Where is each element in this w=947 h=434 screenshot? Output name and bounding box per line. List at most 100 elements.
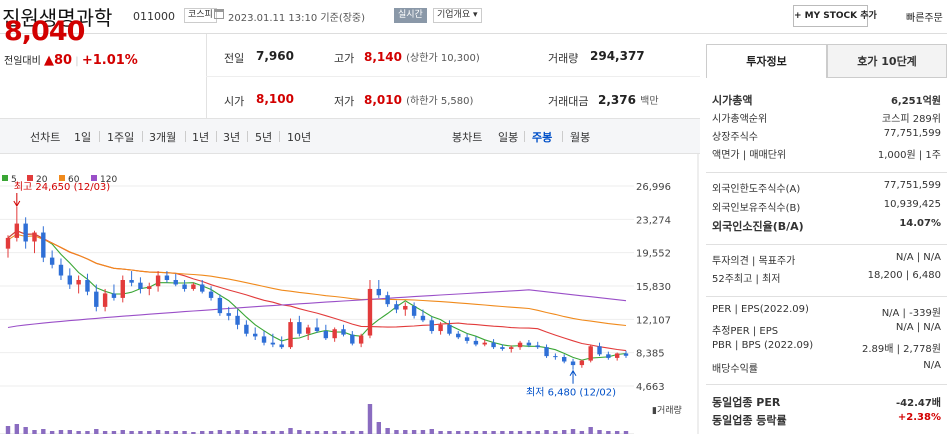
- info-value: -42.47배: [896, 398, 941, 409]
- period-10year[interactable]: 10년: [287, 131, 312, 144]
- volume-bar: [253, 431, 258, 434]
- volume-bar: [579, 431, 585, 434]
- volume-bar: [420, 430, 426, 434]
- info-row: 외국인한도주식수(A) 77,751,599: [712, 180, 947, 198]
- change-label: 전일대비: [4, 56, 41, 67]
- legend-swatch: [2, 175, 8, 181]
- y-tick-label: 8,385: [636, 349, 665, 360]
- tab-investment-info[interactable]: 투자정보: [706, 44, 827, 78]
- legend-label: 20: [36, 175, 48, 185]
- volume-bar: [208, 431, 214, 434]
- volume-bar: [164, 431, 170, 434]
- volume-bar: [191, 432, 196, 434]
- company-overview-dropdown[interactable]: 기업개요 ▾: [433, 8, 482, 23]
- info-value: 77,751,599: [883, 128, 941, 139]
- volume-bar: [438, 431, 443, 434]
- info-row: 외국인보유주식수(B) 10,939,425: [712, 199, 947, 217]
- period-daily[interactable]: 일봉: [498, 131, 519, 144]
- candle-body: [261, 336, 267, 343]
- volume-bar: [111, 431, 117, 434]
- volume-label: ▮거래량: [652, 404, 682, 416]
- candle-body: [579, 360, 585, 366]
- info-label: 시가총액: [712, 94, 753, 107]
- min-arrow-icon: [569, 369, 577, 376]
- period-monthly[interactable]: 월봉: [570, 131, 591, 144]
- ma60-line: [7, 233, 627, 327]
- info-row: PER | EPS(2022.09) N/A | -339원: [712, 304, 947, 322]
- info-value: 1,000원 | 1주: [877, 150, 941, 161]
- volume-bar: [85, 431, 90, 434]
- info-label: 배당수익률: [712, 364, 758, 375]
- candle-body: [94, 291, 99, 307]
- volume-bar: [217, 430, 223, 434]
- tab-order-book[interactable]: 호가 10단계: [827, 44, 947, 78]
- volume-bar: [94, 429, 99, 434]
- candle-body: [606, 354, 611, 358]
- candle-body: [553, 356, 558, 358]
- candle-body: [332, 329, 337, 339]
- calendar-icon: [214, 9, 224, 19]
- stock-name: 진원생명과학: [2, 6, 113, 30]
- candle-body: [473, 340, 479, 345]
- candle-body: [76, 279, 81, 285]
- period-1year[interactable]: 1년: [192, 131, 210, 144]
- open-label: 시가: [224, 95, 245, 108]
- volume-bar: [23, 427, 28, 434]
- period-3year[interactable]: 3년: [223, 131, 241, 144]
- volume-bar: [588, 427, 593, 434]
- period-1week[interactable]: 1주일: [107, 131, 135, 144]
- period-3month[interactable]: 3개월: [149, 131, 177, 144]
- candle-body: [138, 282, 143, 289]
- info-label: 외국인소진율(B/A): [712, 220, 804, 233]
- quick-order-link[interactable]: 빠른주문: [906, 13, 943, 24]
- realtime-badge[interactable]: 실시간: [394, 8, 427, 23]
- candle-body: [535, 345, 540, 348]
- period-weekly[interactable]: 주봉: [532, 131, 553, 144]
- candle-body: [482, 342, 487, 345]
- period-5year[interactable]: 5년: [255, 131, 273, 144]
- volume-bar: [41, 429, 46, 434]
- candle-body: [570, 361, 576, 366]
- divider: [706, 172, 947, 173]
- legend-swatch: [27, 175, 33, 181]
- info-value: 14.07%: [899, 218, 941, 229]
- divider: [706, 296, 947, 297]
- candle-body: [438, 324, 443, 332]
- info-row: 추정PER | EPS N/A | N/A: [712, 322, 947, 340]
- info-value: 2.89배 | 2,778원: [861, 344, 941, 355]
- volume-bar: [411, 430, 417, 434]
- volume-bar: [482, 431, 487, 434]
- volume-bar: [553, 431, 558, 434]
- volume-bar: [279, 431, 284, 434]
- info-label: 외국인보유주식수(B): [712, 203, 801, 214]
- period-1day[interactable]: 1일: [74, 131, 92, 144]
- info-label: 투자의견 | 목표주가: [712, 256, 796, 267]
- candle-body: [41, 232, 46, 258]
- info-value: +2.38%: [897, 412, 941, 423]
- divider: [706, 384, 947, 385]
- candle-body: [191, 284, 196, 289]
- info-row: 투자의견 | 목표주가 N/A | N/A: [712, 252, 947, 270]
- candle-body: [447, 324, 452, 334]
- candle-body: [358, 335, 364, 344]
- current-price: 8,040: [4, 16, 85, 47]
- info-row: 외국인소진율(B/A) 14.07%: [712, 218, 947, 236]
- candlestick-chart[interactable]: 5 20 60 120 26,996 23,274 19,552 15,830 12,107 8…: [0, 154, 700, 434]
- volume-bar: [200, 431, 205, 434]
- max-arrow-icon: [13, 200, 21, 207]
- candle-body: [305, 327, 311, 334]
- volume-bar: [341, 431, 346, 434]
- info-value: 77,751,599: [883, 180, 941, 191]
- add-mystock-button[interactable]: + MY STOCK 추가: [793, 5, 877, 27]
- candle-body: [102, 293, 108, 307]
- info-value: 18,200 | 6,480: [867, 270, 941, 281]
- volume-bar: [323, 431, 329, 434]
- candle-body: [85, 279, 90, 292]
- candle-body: [341, 329, 346, 335]
- volume-bar: [456, 431, 461, 434]
- volume-bar: [376, 422, 381, 434]
- info-value: N/A | N/A: [895, 322, 941, 333]
- min-annotation: 최저 6,480 (12/02): [526, 387, 616, 399]
- candle-body: [23, 223, 28, 242]
- volume-bar: [297, 430, 302, 434]
